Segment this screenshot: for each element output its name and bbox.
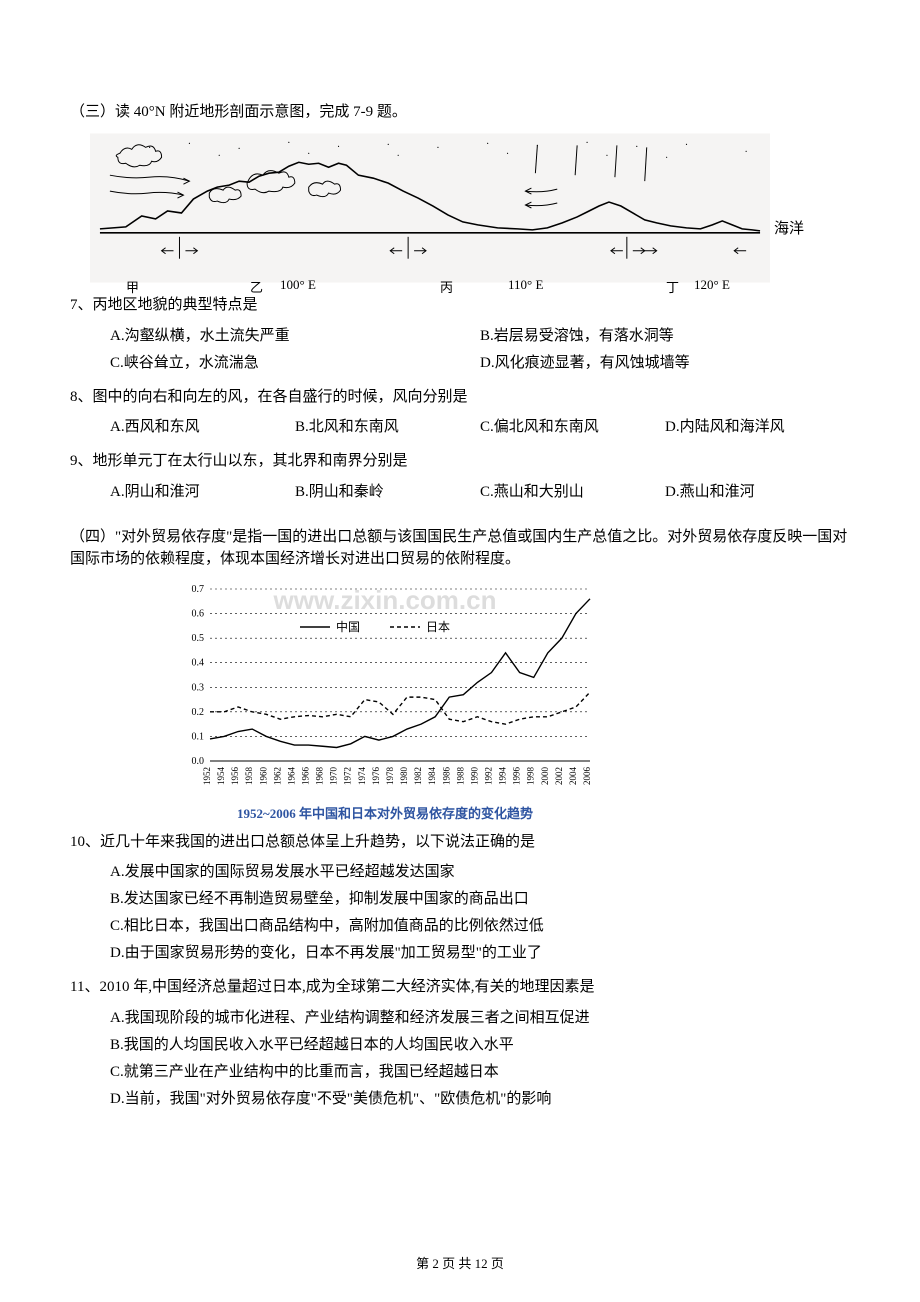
svg-text:1956: 1956: [230, 766, 240, 785]
svg-text:1996: 1996: [512, 766, 522, 785]
q10-opt-a: A.发展中国家的国际贸易发展水平已经超越发达国家: [110, 859, 850, 886]
svg-text:0.6: 0.6: [192, 608, 205, 619]
svg-text:0.3: 0.3: [192, 682, 205, 693]
svg-text:1980: 1980: [399, 766, 409, 785]
svg-text:2004: 2004: [568, 766, 578, 785]
q10-options: A.发展中国家的国际贸易发展水平已经超越发达国家 B.发达国家已经不再制造贸易壁…: [70, 859, 850, 967]
q10-opt-b: B.发达国家已经不再制造贸易壁垒，抑制发展中国家的商品出口: [110, 886, 850, 913]
q9-opt-b: B.阴山和秦岭: [295, 479, 480, 506]
svg-text:0.1: 0.1: [192, 731, 205, 742]
q11-opt-c: C.就第三产业在产业结构中的比重而言，我国已经超越日本: [110, 1059, 850, 1086]
svg-text:1986: 1986: [441, 766, 451, 785]
q9-options: A.阴山和淮河 B.阴山和秦岭 C.燕山和大别山 D.燕山和淮河: [70, 479, 850, 506]
svg-text:1966: 1966: [301, 766, 311, 785]
label-bing: 丙: [440, 277, 453, 296]
page-footer: 第 2 页 共 12 页: [0, 1253, 920, 1272]
q10-opt-d: D.由于国家贸易形势的变化，日本不再发展"加工贸易型"的工业了: [110, 940, 850, 967]
terrain-figure: 海洋 甲 乙 100° E 丙 110° E 丁 120° E: [70, 133, 850, 283]
label-ding: 丁: [666, 277, 679, 296]
svg-text:1984: 1984: [427, 766, 437, 785]
svg-text:www.zixin.com.cn: www.zixin.com.cn: [273, 585, 497, 615]
q7-options: A.沟壑纵横，水土流失严重 B.岩层易受溶蚀，有落水洞等 C.峡谷耸立，水流湍急…: [70, 323, 850, 377]
q7-opt-c: C.峡谷耸立，水流湍急: [110, 350, 480, 377]
svg-text:1968: 1968: [315, 766, 325, 785]
svg-text:中国: 中国: [336, 619, 360, 634]
trade-chart: www.zixin.com.cn 0.0 0.1 0.2 0.3 0.4 0.5 0.6 0.7…: [170, 579, 600, 822]
q8-opt-c: C.偏北风和东南风: [480, 414, 665, 441]
label-110e: 110° E: [508, 277, 543, 293]
svg-text:1994: 1994: [498, 766, 508, 785]
q7-text: 7、丙地区地貌的典型特点是: [70, 293, 850, 319]
ocean-label: 海洋: [774, 217, 804, 238]
svg-text:1952: 1952: [202, 767, 212, 785]
section4-instruction: （四）"对外贸易依存度"是指一国的进出口总额与该国国民生产总值或国内生产总值之比…: [70, 526, 850, 571]
svg-text:1954: 1954: [216, 766, 226, 785]
svg-text:1998: 1998: [526, 766, 536, 785]
svg-text:日本: 日本: [426, 620, 450, 634]
svg-text:2000: 2000: [540, 766, 550, 785]
svg-text:1962: 1962: [272, 767, 282, 785]
q10-opt-c: C.相比日本，我国出口商品结构中，高附加值商品的比例依然过低: [110, 913, 850, 940]
q10-text: 10、近几十年来我国的进出口总额总体呈上升趋势，以下说法正确的是: [70, 830, 850, 856]
q7-opt-a: A.沟壑纵横，水土流失严重: [110, 323, 480, 350]
svg-text:1964: 1964: [286, 766, 296, 785]
section3-instruction: （三）读 40°N 附近地形剖面示意图，完成 7-9 题。: [70, 100, 850, 121]
q8-opt-d: D.内陆风和海洋风: [665, 414, 850, 441]
q11-text: 11、2010 年,中国经济总量超过日本,成为全球第二大经济实体,有关的地理因素…: [70, 975, 850, 1001]
q8-options: A.西风和东风 B.北风和东南风 C.偏北风和东南风 D.内陆风和海洋风: [70, 414, 850, 441]
svg-text:0.7: 0.7: [192, 584, 205, 595]
svg-text:1988: 1988: [455, 766, 465, 785]
q7-opt-b: B.岩层易受溶蚀，有落水洞等: [480, 323, 850, 350]
terrain-cross-section: [90, 133, 770, 283]
label-100e: 100° E: [280, 277, 316, 293]
q9-text: 9、地形单元丁在太行山以东，其北界和南界分别是: [70, 449, 850, 475]
q8-opt-a: A.西风和东风: [110, 414, 295, 441]
q11-options: A.我国现阶段的城市化进程、产业结构调整和经济发展三者之间相互促进 B.我国的人…: [70, 1005, 850, 1113]
q8-text: 8、图中的向右和向左的风，在各自盛行的时候，风向分别是: [70, 385, 850, 411]
svg-text:1970: 1970: [329, 766, 339, 785]
svg-text:1990: 1990: [469, 766, 479, 785]
chart-caption: 1952~2006 年中国和日本对外贸易依存度的变化趋势: [170, 803, 600, 822]
svg-text:1982: 1982: [413, 767, 423, 785]
svg-text:0.4: 0.4: [192, 657, 205, 668]
svg-text:1972: 1972: [343, 767, 353, 785]
svg-text:0.5: 0.5: [192, 633, 205, 644]
svg-text:1978: 1978: [385, 766, 395, 785]
q11-opt-a: A.我国现阶段的城市化进程、产业结构调整和经济发展三者之间相互促进: [110, 1005, 850, 1032]
q7-opt-d: D.风化痕迹显著，有风蚀城墙等: [480, 350, 850, 377]
svg-text:1976: 1976: [371, 766, 381, 785]
svg-text:2006: 2006: [582, 766, 592, 785]
q8-opt-b: B.北风和东南风: [295, 414, 480, 441]
svg-text:1974: 1974: [357, 766, 367, 785]
label-120e: 120° E: [694, 277, 730, 293]
label-yi: 乙: [250, 277, 263, 296]
q11-opt-d: D.当前，我国"对外贸易依存度"不受"美债危机"、"欧债危机"的影响: [110, 1086, 850, 1113]
svg-text:1958: 1958: [244, 766, 254, 785]
q9-opt-a: A.阴山和淮河: [110, 479, 295, 506]
svg-text:1960: 1960: [258, 766, 268, 785]
svg-text:2002: 2002: [554, 767, 564, 785]
label-jia: 甲: [126, 277, 139, 296]
svg-text:0.0: 0.0: [192, 756, 205, 767]
q9-opt-c: C.燕山和大别山: [480, 479, 665, 506]
q9-opt-d: D.燕山和淮河: [665, 479, 850, 506]
svg-text:1992: 1992: [483, 767, 493, 785]
q11-opt-b: B.我国的人均国民收入水平已经超越日本的人均国民收入水平: [110, 1032, 850, 1059]
svg-text:0.2: 0.2: [192, 706, 205, 717]
